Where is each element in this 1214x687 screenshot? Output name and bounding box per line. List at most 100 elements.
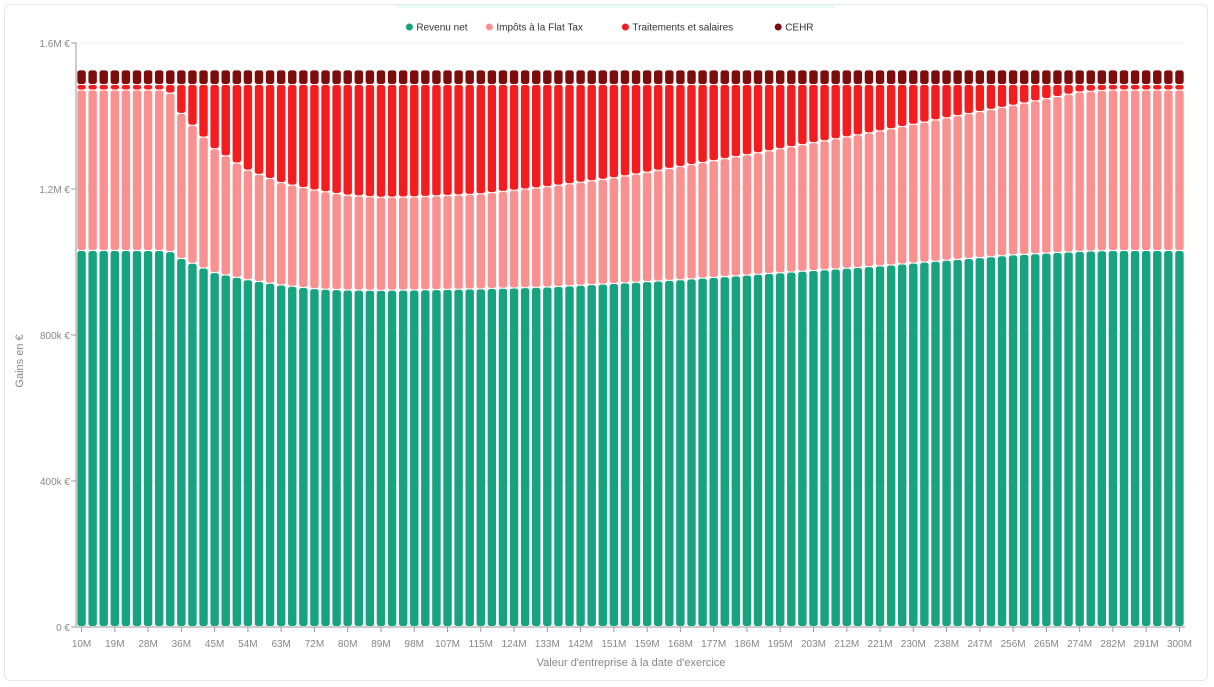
bar-segment-cehr — [243, 70, 253, 84]
x-tick-label: 45M — [205, 639, 224, 650]
x-tick-label: 291M — [1134, 639, 1159, 650]
bar-segment-flat_tax — [487, 193, 497, 289]
x-tick-label: 186M — [734, 639, 759, 650]
legend-item[interactable]: CEHR — [774, 23, 814, 34]
bar-segment-salaires — [310, 84, 319, 190]
bar-segment-flat_tax — [354, 196, 364, 290]
bar-segment-cehr — [254, 70, 264, 84]
bar-segment-salaires — [387, 84, 397, 197]
legend-item[interactable]: Revenu net — [405, 23, 468, 34]
bar-segment-flat_tax — [1097, 91, 1107, 251]
bar-segment-net — [1130, 251, 1140, 627]
bar-segment-flat_tax — [398, 197, 408, 290]
bar-segment-salaires — [631, 84, 641, 174]
bar-segment-cehr — [1042, 70, 1051, 84]
bar-segment-salaires — [964, 84, 973, 114]
bar-segment-net — [310, 289, 319, 626]
bar-segment-net — [576, 285, 585, 626]
legend-item[interactable]: Impôts à la Flat Tax — [485, 23, 583, 34]
x-tick-label: 151M — [601, 639, 626, 650]
bar-segment-cehr — [365, 70, 375, 84]
bar-segment-salaires — [864, 84, 874, 133]
bar-segment-flat_tax — [232, 163, 242, 277]
y-tick-label: 1.6M € — [39, 39, 70, 50]
bar-segment-net — [787, 272, 796, 626]
bar-segment-flat_tax — [532, 188, 541, 287]
bar-segment-cehr — [121, 70, 131, 84]
legend-label: Impôts à la Flat Tax — [496, 23, 583, 34]
bar-segment-flat_tax — [143, 90, 153, 251]
bar-segment-net — [731, 276, 741, 626]
bar-segment-salaires — [188, 84, 197, 125]
bar-segment-salaires — [1175, 84, 1184, 90]
bar-segment-net — [842, 268, 851, 626]
legend-item[interactable]: Traitements et salaires — [621, 23, 733, 34]
x-tick-label: 238M — [934, 639, 959, 650]
bar-segment-net — [853, 267, 863, 626]
bar-segment-salaires — [1108, 84, 1118, 90]
bar-segment-flat_tax — [1019, 103, 1029, 254]
bar-segment-flat_tax — [964, 114, 973, 258]
bar-segment-salaires — [265, 84, 275, 178]
bar-segment-salaires — [487, 84, 497, 193]
bar-segment-flat_tax — [210, 149, 219, 273]
bar-segment-net — [809, 271, 818, 626]
bar-segment-net — [288, 286, 297, 626]
bar-segment-flat_tax — [1031, 101, 1040, 254]
bar-segment-cehr — [587, 70, 596, 84]
bar-segment-flat_tax — [465, 194, 474, 289]
x-tick-label: 221M — [868, 639, 893, 650]
bar-segment-cehr — [465, 70, 474, 84]
bar-segment-flat_tax — [221, 156, 230, 275]
bar-segment-flat_tax — [1053, 96, 1062, 253]
top-accent-bar — [395, 5, 835, 8]
bar-segment-salaires — [642, 84, 652, 172]
bar-segment-net — [909, 263, 918, 626]
bar-segment-net — [798, 271, 807, 626]
bar-segment-salaires — [1031, 84, 1040, 101]
bar-segment-salaires — [897, 84, 907, 126]
bar-segment-net — [676, 280, 685, 626]
bar-segment-flat_tax — [798, 145, 807, 271]
bar-segment-net — [143, 251, 153, 627]
bar-segment-salaires — [99, 84, 108, 90]
bar-segment-net — [1164, 251, 1173, 627]
bar-segment-salaires — [753, 84, 763, 153]
bar-segment-salaires — [243, 84, 253, 170]
bar-segment-cehr — [77, 70, 86, 84]
x-tick-label: 54M — [238, 639, 257, 650]
bar-segment-cehr — [654, 70, 663, 84]
bar-segment-cehr — [487, 70, 497, 84]
bar-segment-net — [498, 288, 508, 626]
bar-segment-net — [188, 263, 197, 626]
x-tick-label: 177M — [701, 639, 726, 650]
bar-segment-net — [709, 277, 718, 626]
y-tick-label: 1.2M € — [39, 185, 70, 196]
bar-segment-flat_tax — [199, 137, 208, 268]
legend-label: Revenu net — [416, 23, 467, 34]
bar-segment-flat_tax — [631, 174, 641, 282]
bar-segment-cehr — [1008, 70, 1018, 84]
bar-segment-cehr — [498, 70, 508, 84]
bar-segment-flat_tax — [509, 190, 519, 288]
bar-segment-salaires — [576, 84, 585, 182]
bar-segment-cehr — [509, 70, 519, 84]
bar-segment-flat_tax — [776, 149, 785, 273]
bar-segment-flat_tax — [1108, 90, 1118, 251]
bar-segment-net — [1075, 251, 1084, 626]
bar-segment-flat_tax — [1064, 94, 1073, 252]
bar-segment-flat_tax — [742, 155, 752, 275]
bar-segment-salaires — [143, 84, 153, 90]
bar-segment-salaires — [154, 84, 164, 90]
x-tick-label: 72M — [305, 639, 324, 650]
bar-segment-salaires — [1097, 84, 1107, 91]
bar-segment-net — [276, 285, 286, 626]
bar-segment-salaires — [410, 84, 419, 197]
bar-segment-net — [1019, 254, 1029, 626]
bar-segment-flat_tax — [1075, 92, 1084, 251]
bar-segment-net — [1141, 251, 1151, 627]
bar-segment-cehr — [1086, 70, 1095, 84]
bar-segment-flat_tax — [299, 188, 308, 287]
legend-label: Traitements et salaires — [632, 23, 733, 34]
bar-segment-net — [897, 264, 907, 626]
